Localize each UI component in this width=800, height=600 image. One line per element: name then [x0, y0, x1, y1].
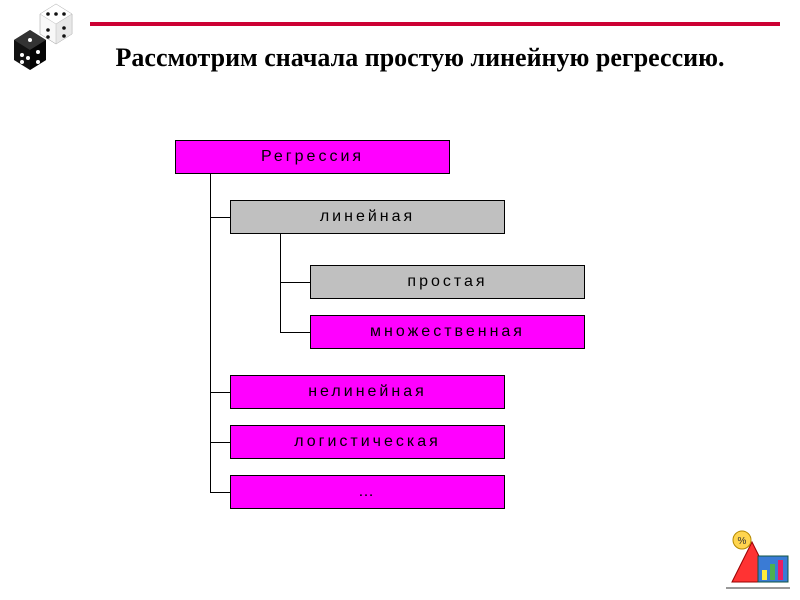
tree-node-multiple: множественная — [310, 315, 585, 349]
regression-tree: Регрессия линейная простая множественная нел… — [0, 140, 800, 560]
tree-connector — [210, 492, 230, 493]
tree-node-nonlinear: нелинейная — [230, 375, 505, 409]
tree-node-root: Регрессия — [175, 140, 450, 174]
tree-node-ellipsis: … — [230, 475, 505, 509]
tree-connector — [210, 217, 230, 218]
svg-text:%: % — [738, 536, 747, 547]
tree-node-simple: простая — [310, 265, 585, 299]
page-title: Рассмотрим сначала простую линейную регр… — [80, 42, 760, 75]
tree-connector — [210, 392, 230, 393]
dice-icon — [6, 2, 78, 74]
tree-connector — [280, 282, 310, 283]
tree-connector — [280, 234, 281, 332]
tree-connector — [210, 174, 211, 492]
tree-connector — [210, 442, 230, 443]
tree-connector — [280, 332, 310, 333]
header-divider — [90, 22, 780, 26]
tree-node-logistic: логистическая — [230, 425, 505, 459]
tree-node-linear: линейная — [230, 200, 505, 234]
math-icon: % — [722, 522, 794, 594]
